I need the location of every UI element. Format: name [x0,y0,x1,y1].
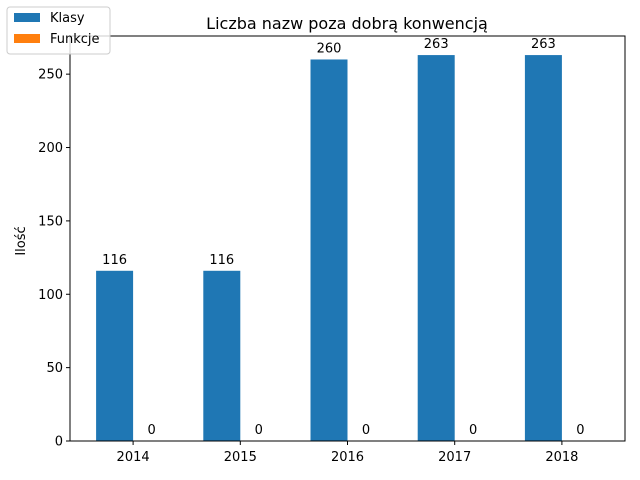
data-label-klasy-2014: 116 [102,253,127,268]
plot-frame [69,35,626,442]
data-label-klasy-2018: 263 [531,37,556,52]
y-tick-label-200: 200 [38,141,63,156]
y-axis-label: Ilość [14,226,29,255]
legend: Klasy Funkcje [6,6,111,55]
data-label-klasy-2015: 116 [209,253,234,268]
data-label-klasy-2017: 263 [424,37,449,52]
legend-swatch-funkcje [14,34,40,43]
data-label-funkcje-2015: 0 [255,423,263,438]
y-tick-label-100: 100 [38,288,63,303]
bar-klasy-2017 [417,55,455,442]
x-tick-label-2018: 2018 [545,450,578,465]
data-label-klasy-2016: 260 [317,41,342,56]
x-tick-label-2016: 2016 [331,450,364,465]
chart-title: Liczba nazw poza dobrą konwencją [206,14,488,33]
x-tick-label-2017: 2017 [438,450,471,465]
bar-klasy-2016 [310,59,348,441]
legend-label-klasy: Klasy [50,11,85,26]
data-label-funkcje-2017: 0 [469,423,477,438]
x-tick-label-2014: 2014 [117,450,150,465]
x-tick-label-2015: 2015 [224,450,257,465]
legend-swatch-klasy [14,13,40,22]
data-label-funkcje-2018: 0 [576,423,584,438]
y-tick-label-0: 0 [55,435,63,450]
y-tick-label-250: 250 [38,68,63,83]
plot-area: 0 50 100 150 200 250 2014 116 0 2015 116 0 2016 260 0 2… [38,37,584,465]
data-label-funkcje-2014: 0 [147,423,155,438]
bar-klasy-2015 [203,270,241,441]
bar-klasy-2018 [524,55,562,442]
y-tick-label-150: 150 [38,214,63,229]
bar-klasy-2014 [96,270,134,441]
y-tick-label-50: 50 [46,361,63,376]
data-label-funkcje-2016: 0 [362,423,370,438]
legend-label-funkcje: Funkcje [50,32,100,47]
